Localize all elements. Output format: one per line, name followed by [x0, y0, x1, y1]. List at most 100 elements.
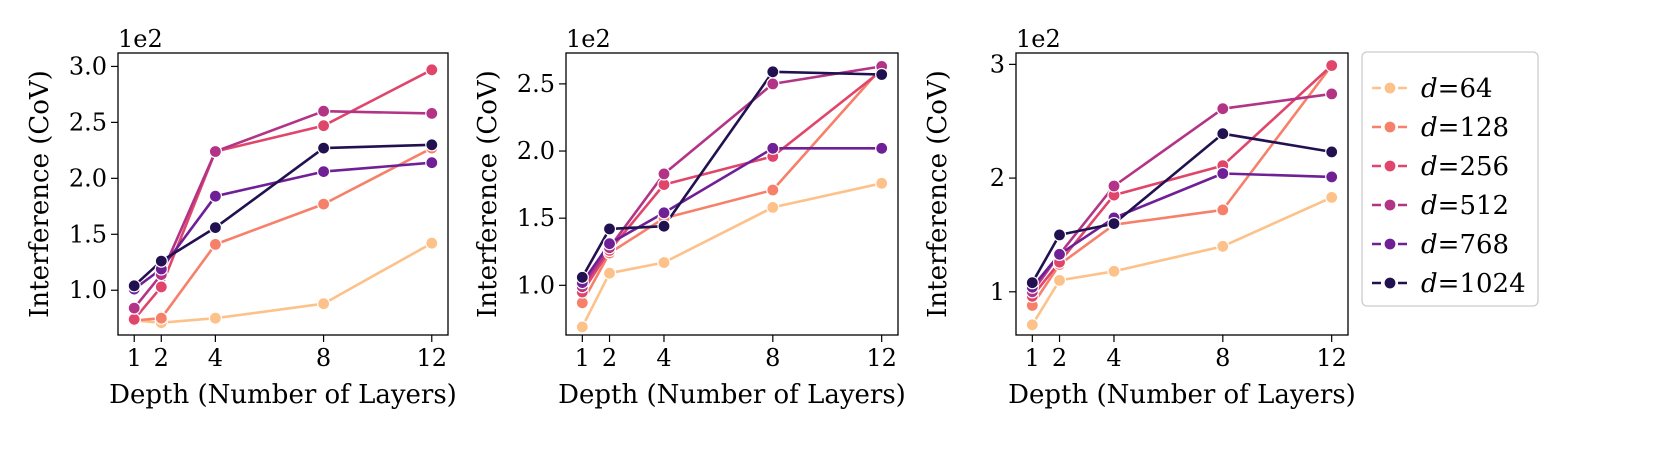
data-point — [766, 183, 780, 197]
data-point — [127, 301, 141, 315]
data-point — [1325, 58, 1339, 73]
x-tick-label: 8 — [316, 344, 331, 372]
y-offset-text: 1e2 — [118, 25, 163, 53]
legend-entry: d=128 — [1372, 113, 1509, 143]
subplot-2: 1 2 4 8 12 1.0 1.5 2.0 2.5 1e2 Depth (Number of La… — [473, 25, 906, 410]
x-axis-label: Depth (Number of Layers) — [558, 380, 906, 410]
legend-label: d=768 — [1421, 230, 1509, 260]
x-tick-label: 4 — [1106, 344, 1121, 372]
legend-label-var: d — [1421, 191, 1438, 221]
x-tick-label: 8 — [1215, 344, 1230, 372]
data-point — [425, 236, 439, 250]
legend-label: d=512 — [1421, 191, 1509, 221]
data-point — [127, 312, 141, 326]
x-tick-label: 2 — [602, 344, 617, 372]
data-point — [1052, 247, 1067, 261]
x-tick-label: 12 — [866, 344, 897, 372]
data-point — [875, 176, 889, 190]
data-point — [1107, 179, 1121, 193]
series-line-d-64 — [134, 242, 433, 325]
x-tick-label: 12 — [1316, 344, 1347, 372]
data-point — [425, 106, 439, 121]
legend-marker — [1383, 276, 1397, 290]
data-point — [1025, 276, 1039, 290]
series-line-d-768 — [133, 161, 432, 291]
data-point — [208, 189, 222, 203]
x-tick-label: 12 — [416, 344, 447, 372]
legend-label-value: =256 — [1438, 152, 1509, 182]
plot-frame — [117, 52, 449, 336]
subplot-1: 1 2 4 8 12 1.0 1.5 2.0 2.5 3.0 1e2 Depth (Number of… — [25, 25, 457, 410]
data-point — [657, 167, 671, 181]
y-tick-label: 1.0 — [69, 276, 107, 304]
series-line-d-128 — [581, 66, 883, 304]
data-point — [425, 63, 439, 77]
data-point — [602, 222, 617, 236]
legend-label-var: d — [1421, 74, 1438, 104]
data-point — [657, 219, 671, 233]
data-point — [1025, 318, 1039, 332]
data-point — [1216, 239, 1230, 253]
data-point — [1216, 166, 1230, 181]
data-point — [1107, 264, 1121, 278]
data-point — [1325, 145, 1339, 159]
x-tick-label: 1 — [1025, 344, 1040, 372]
legend-label: d=256 — [1421, 152, 1509, 182]
legend-label: d=128 — [1421, 113, 1509, 143]
y-axis-label: Interference (CoV) — [473, 70, 503, 318]
data-point — [1216, 203, 1230, 217]
data-point — [1325, 190, 1339, 204]
series-line-d-128 — [1031, 64, 1333, 307]
data-point — [317, 104, 331, 118]
y-offset-text: 1e2 — [566, 25, 611, 53]
legend-label-value: =768 — [1438, 230, 1509, 260]
data-point — [1052, 273, 1067, 287]
data-point — [1216, 127, 1230, 141]
x-tick-label: 2 — [1052, 344, 1067, 372]
legend-entry: d=256 — [1372, 152, 1509, 182]
data-point — [1052, 228, 1067, 242]
legend-label-value: =1024 — [1438, 269, 1526, 299]
x-tick-label: 1 — [127, 344, 142, 372]
y-tick-label: 1.5 — [517, 204, 555, 232]
plot-frame — [565, 52, 899, 336]
data-point — [1325, 87, 1339, 101]
x-tick-label: 1 — [575, 344, 590, 372]
y-tick-label: 2.5 — [517, 70, 555, 98]
x-tick-label: 8 — [765, 344, 780, 372]
series-line-d-512 — [581, 65, 882, 288]
legend-entry: d=768 — [1372, 230, 1509, 260]
x-tick-label: 2 — [154, 344, 169, 372]
y-tick-label: 3.0 — [69, 52, 107, 80]
legend-label: d=64 — [1421, 74, 1493, 104]
data-point — [317, 141, 331, 155]
data-point — [766, 65, 780, 79]
data-point — [602, 266, 617, 280]
legend-marker — [1383, 81, 1397, 95]
legend-entry: d=512 — [1372, 191, 1509, 221]
y-axis-label: Interference (CoV) — [25, 70, 55, 318]
data-point — [154, 280, 168, 294]
data-point — [766, 77, 780, 91]
legend-label: d=1024 — [1421, 269, 1526, 299]
x-axis-label: Depth (Number of Layers) — [109, 380, 457, 410]
data-point — [425, 156, 439, 170]
legend-entry: d=64 — [1372, 74, 1493, 104]
data-point — [317, 119, 331, 133]
y-tick-label: 1 — [990, 278, 1005, 306]
legend-label-var: d — [1421, 269, 1438, 299]
legend-label-value: =64 — [1438, 74, 1493, 104]
x-tick-label: 4 — [656, 344, 671, 372]
legend-marker — [1383, 120, 1397, 134]
data-point — [154, 311, 168, 325]
legend-frame — [1361, 51, 1539, 307]
plot-frame — [1015, 52, 1349, 336]
data-point — [766, 200, 780, 214]
y-offset-text: 1e2 — [1016, 25, 1061, 53]
data-point — [208, 237, 222, 251]
data-point — [1325, 170, 1339, 184]
data-point — [575, 270, 589, 284]
data-point — [208, 221, 222, 235]
